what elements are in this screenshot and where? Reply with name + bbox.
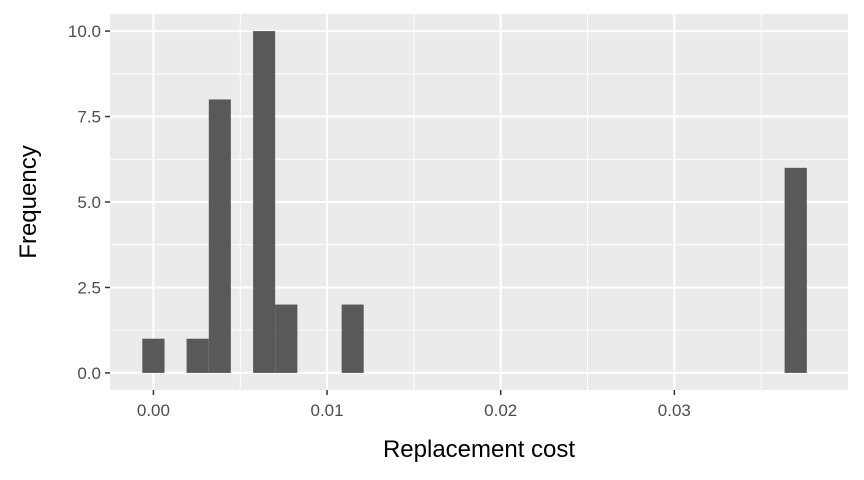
x-tick-label: 0.02 xyxy=(484,401,517,420)
histogram-bar xyxy=(275,304,298,373)
x-tick-label: 0.00 xyxy=(137,401,170,420)
histogram-bar xyxy=(253,31,276,373)
major-gridlines xyxy=(110,14,848,390)
histogram-bars xyxy=(142,31,807,373)
histogram-bar xyxy=(784,167,807,373)
axis-ticks xyxy=(105,30,676,395)
histogram-bar xyxy=(186,338,209,373)
y-tick-label: 7.5 xyxy=(77,108,101,127)
x-tick-labels: 0.00 0.01 0.02 0.03 xyxy=(137,401,691,420)
y-tick-label: 0.0 xyxy=(77,364,101,383)
y-tick-labels: 0.0 2.5 5.0 7.5 10.0 xyxy=(68,22,101,383)
x-tick-label: 0.01 xyxy=(311,401,344,420)
histogram-bar xyxy=(142,338,165,373)
histogram-bar xyxy=(208,99,231,373)
y-tick-label: 2.5 xyxy=(77,278,101,297)
x-tick-label: 0.03 xyxy=(658,401,691,420)
x-axis-title: Replacement cost xyxy=(383,436,575,463)
y-tick-label: 10.0 xyxy=(68,22,101,41)
histogram-bar xyxy=(341,304,364,373)
y-axis-title: Frequency xyxy=(15,145,42,258)
y-tick-label: 5.0 xyxy=(77,193,101,212)
